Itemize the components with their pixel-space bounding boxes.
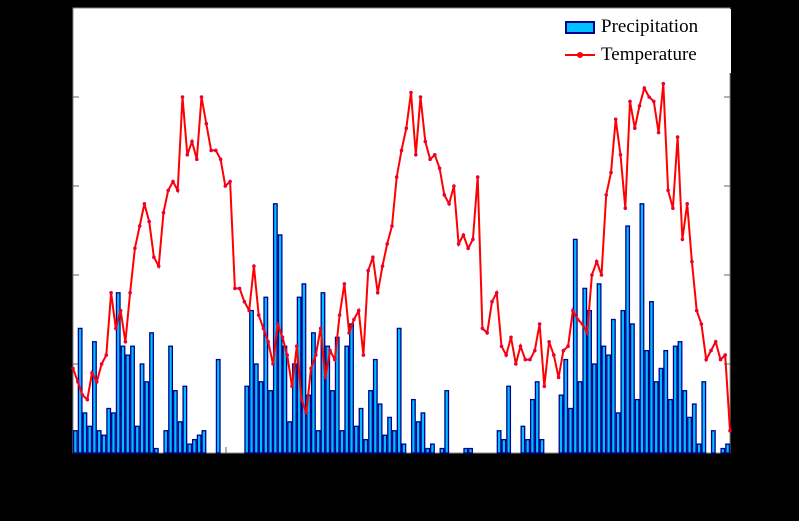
- legend-item-precipitation: Precipitation: [561, 13, 698, 41]
- legend-label: Temperature: [601, 44, 697, 65]
- legend-item-temperature: Temperature: [561, 41, 697, 69]
- legend: Precipitation Temperature: [561, 9, 731, 73]
- legend-label: Precipitation: [601, 16, 699, 37]
- line-marker-icon: [565, 52, 595, 58]
- temperature-line: [71, 81, 732, 433]
- bar-swatch-icon: [565, 20, 595, 34]
